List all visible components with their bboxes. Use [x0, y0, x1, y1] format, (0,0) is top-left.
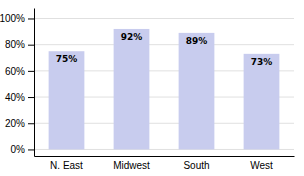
data-label: 73% — [251, 57, 273, 67]
y-tick-mark — [28, 71, 34, 72]
y-tick: 100% — [0, 13, 34, 24]
y-tick-mark — [28, 45, 34, 46]
y-tick: 20% — [5, 118, 34, 129]
x-tick-label: South — [183, 160, 209, 171]
data-labels: 75% 92% 89% 73% — [56, 32, 273, 67]
x-axis: N. East Midwest South West — [35, 157, 295, 172]
bar — [114, 29, 150, 149]
y-tick-label: 0% — [11, 144, 26, 155]
data-label: 92% — [121, 32, 143, 42]
x-tick-label: Midwest — [113, 160, 150, 171]
bars — [49, 29, 280, 149]
x-tick: Midwest — [113, 160, 150, 171]
bar — [244, 54, 280, 150]
y-tick: 60% — [5, 66, 34, 77]
x-tick-label: N. East — [50, 160, 83, 171]
y-tick: 0% — [11, 144, 34, 155]
grid — [34, 18, 294, 149]
bar — [179, 33, 215, 150]
y-tick-mark — [28, 123, 34, 124]
y-tick-mark — [28, 18, 34, 19]
x-tick: West — [250, 160, 273, 171]
data-label: 75% — [56, 54, 78, 64]
data-label: 89% — [186, 36, 208, 46]
x-axis-line — [35, 156, 295, 157]
chart: 0% 20% 40% 60% 80% 100% N. East Midwest South Wes… — [0, 0, 304, 176]
bar — [49, 51, 85, 149]
y-tick-mark — [28, 97, 34, 98]
x-tick-label: West — [250, 160, 273, 171]
grid-line — [34, 44, 294, 45]
grid-line — [34, 18, 294, 19]
x-tick: South — [183, 160, 209, 171]
y-tick-label: 20% — [5, 118, 25, 129]
y-axis-line — [34, 9, 35, 157]
y-tick-label: 100% — [0, 13, 25, 24]
plot: 0% 20% 40% 60% 80% 100% N. East Midwest South Wes… — [0, 9, 295, 172]
y-axis: 0% 20% 40% 60% 80% 100% — [0, 9, 35, 157]
y-tick-label: 80% — [5, 39, 25, 50]
y-tick-label: 40% — [5, 92, 25, 103]
y-tick-mark — [28, 149, 34, 150]
y-tick-label: 60% — [5, 66, 25, 77]
y-tick: 40% — [5, 92, 34, 103]
y-tick: 80% — [5, 39, 34, 50]
x-tick: N. East — [50, 160, 83, 171]
